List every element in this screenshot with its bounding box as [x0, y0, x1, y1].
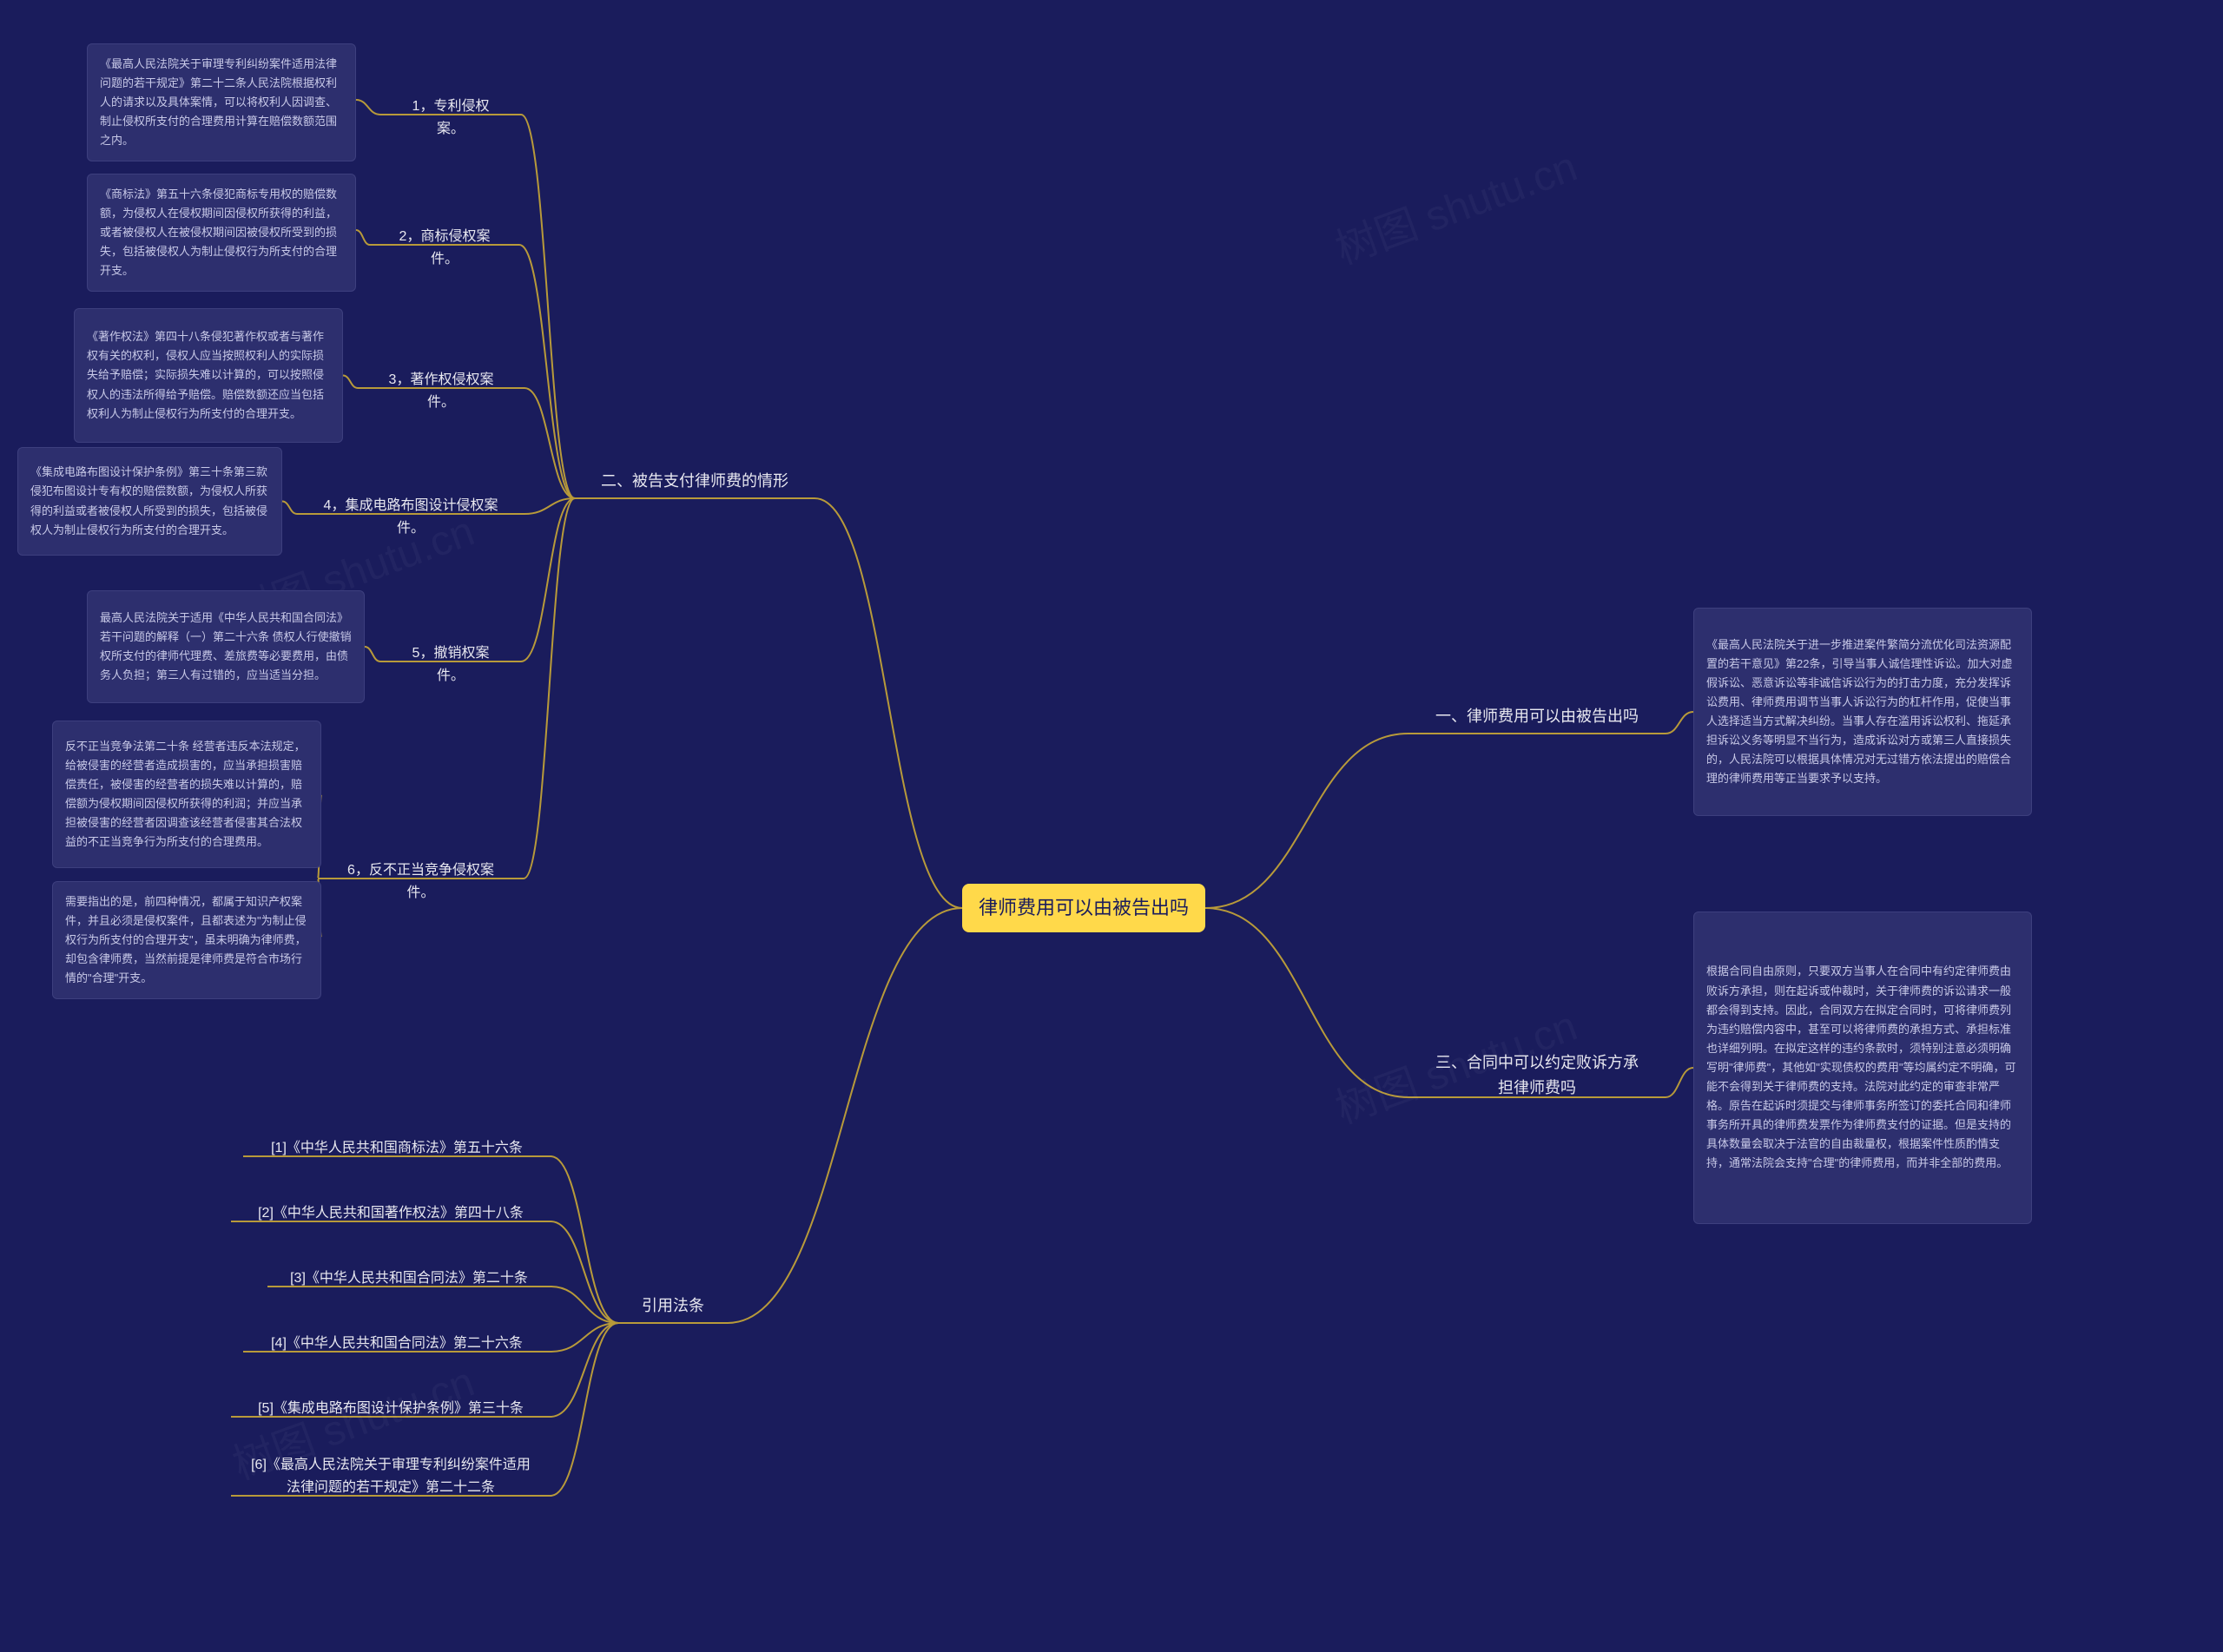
level2-node: [4]《中华人民共和国合同法》第二十六条 — [248, 1324, 545, 1364]
level2-node: [5]《集成电路布图设计保护条例》第三十条 — [236, 1389, 545, 1429]
level2-node: [3]《中华人民共和国合同法》第二十条 — [273, 1259, 545, 1299]
level2-node: 5，撤销权案件。 — [386, 634, 516, 695]
detail-node: 《著作权法》第四十八条侵犯著作权或者与著作权有关的权利，侵权人应当按照权利人的实… — [74, 308, 343, 443]
detail-node: 《集成电路布图设计保护条例》第三十条第三款 侵犯布图设计专有权的赔偿数额，为侵权… — [17, 447, 282, 556]
level1-node: 二、被告支付律师费的情形 — [582, 460, 808, 503]
level2-node: 1，专利侵权案。 — [386, 87, 516, 148]
detail-node: 根据合同自由原则，只要双方当事人在合同中有约定律师费由败诉方承担，则在起诉或仲裁… — [1693, 912, 2032, 1224]
level2-node: 2，商标侵权案件。 — [375, 217, 514, 279]
level2-node: [2]《中华人民共和国著作权法》第四十八条 — [236, 1194, 545, 1234]
detail-node: 《最高人民法院关于审理专利纠纷案件适用法律问题的若干规定》第二十二条人民法院根据… — [87, 43, 356, 161]
level1-node: 一、律师费用可以由被告出吗 — [1415, 695, 1659, 738]
level2-node: 3，著作权侵权案件。 — [363, 360, 519, 422]
detail-node: 《最高人民法院关于进一步推进案件繁简分流优化司法资源配置的若干意见》第22条，引… — [1693, 608, 2032, 816]
watermark: 树图 shutu.cn — [1326, 132, 1584, 275]
level1-node: 引用法条 — [625, 1285, 721, 1327]
level2-node: 4，集成电路布图设计侵权案件。 — [302, 486, 519, 548]
level2-node: [6]《最高人民法院关于审理专利纠纷案件适用法律问题的若干规定》第二十二条 — [236, 1445, 545, 1507]
detail-node: 反不正当竞争法第二十条 经营者违反本法规定，给被侵害的经营者造成损害的，应当承担… — [52, 721, 321, 868]
detail-node: 最高人民法院关于适用《中华人民共和国合同法》若干问题的解释（一）第二十六条 债权… — [87, 590, 365, 703]
root-node: 律师费用可以由被告出吗 — [962, 884, 1205, 932]
level2-node: 6，反不正当竞争侵权案件。 — [323, 851, 518, 912]
level1-node: 三、合同中可以约定败诉方承担律师费吗 — [1415, 1042, 1659, 1109]
detail-node: 需要指出的是，前四种情况，都属于知识产权案件，并且必须是侵权案件，且都表述为"为… — [52, 881, 321, 999]
level2-node: [1]《中华人民共和国商标法》第五十六条 — [248, 1129, 545, 1168]
detail-node: 《商标法》第五十六条侵犯商标专用权的赔偿数额，为侵权人在侵权期间因侵权所获得的利… — [87, 174, 356, 292]
